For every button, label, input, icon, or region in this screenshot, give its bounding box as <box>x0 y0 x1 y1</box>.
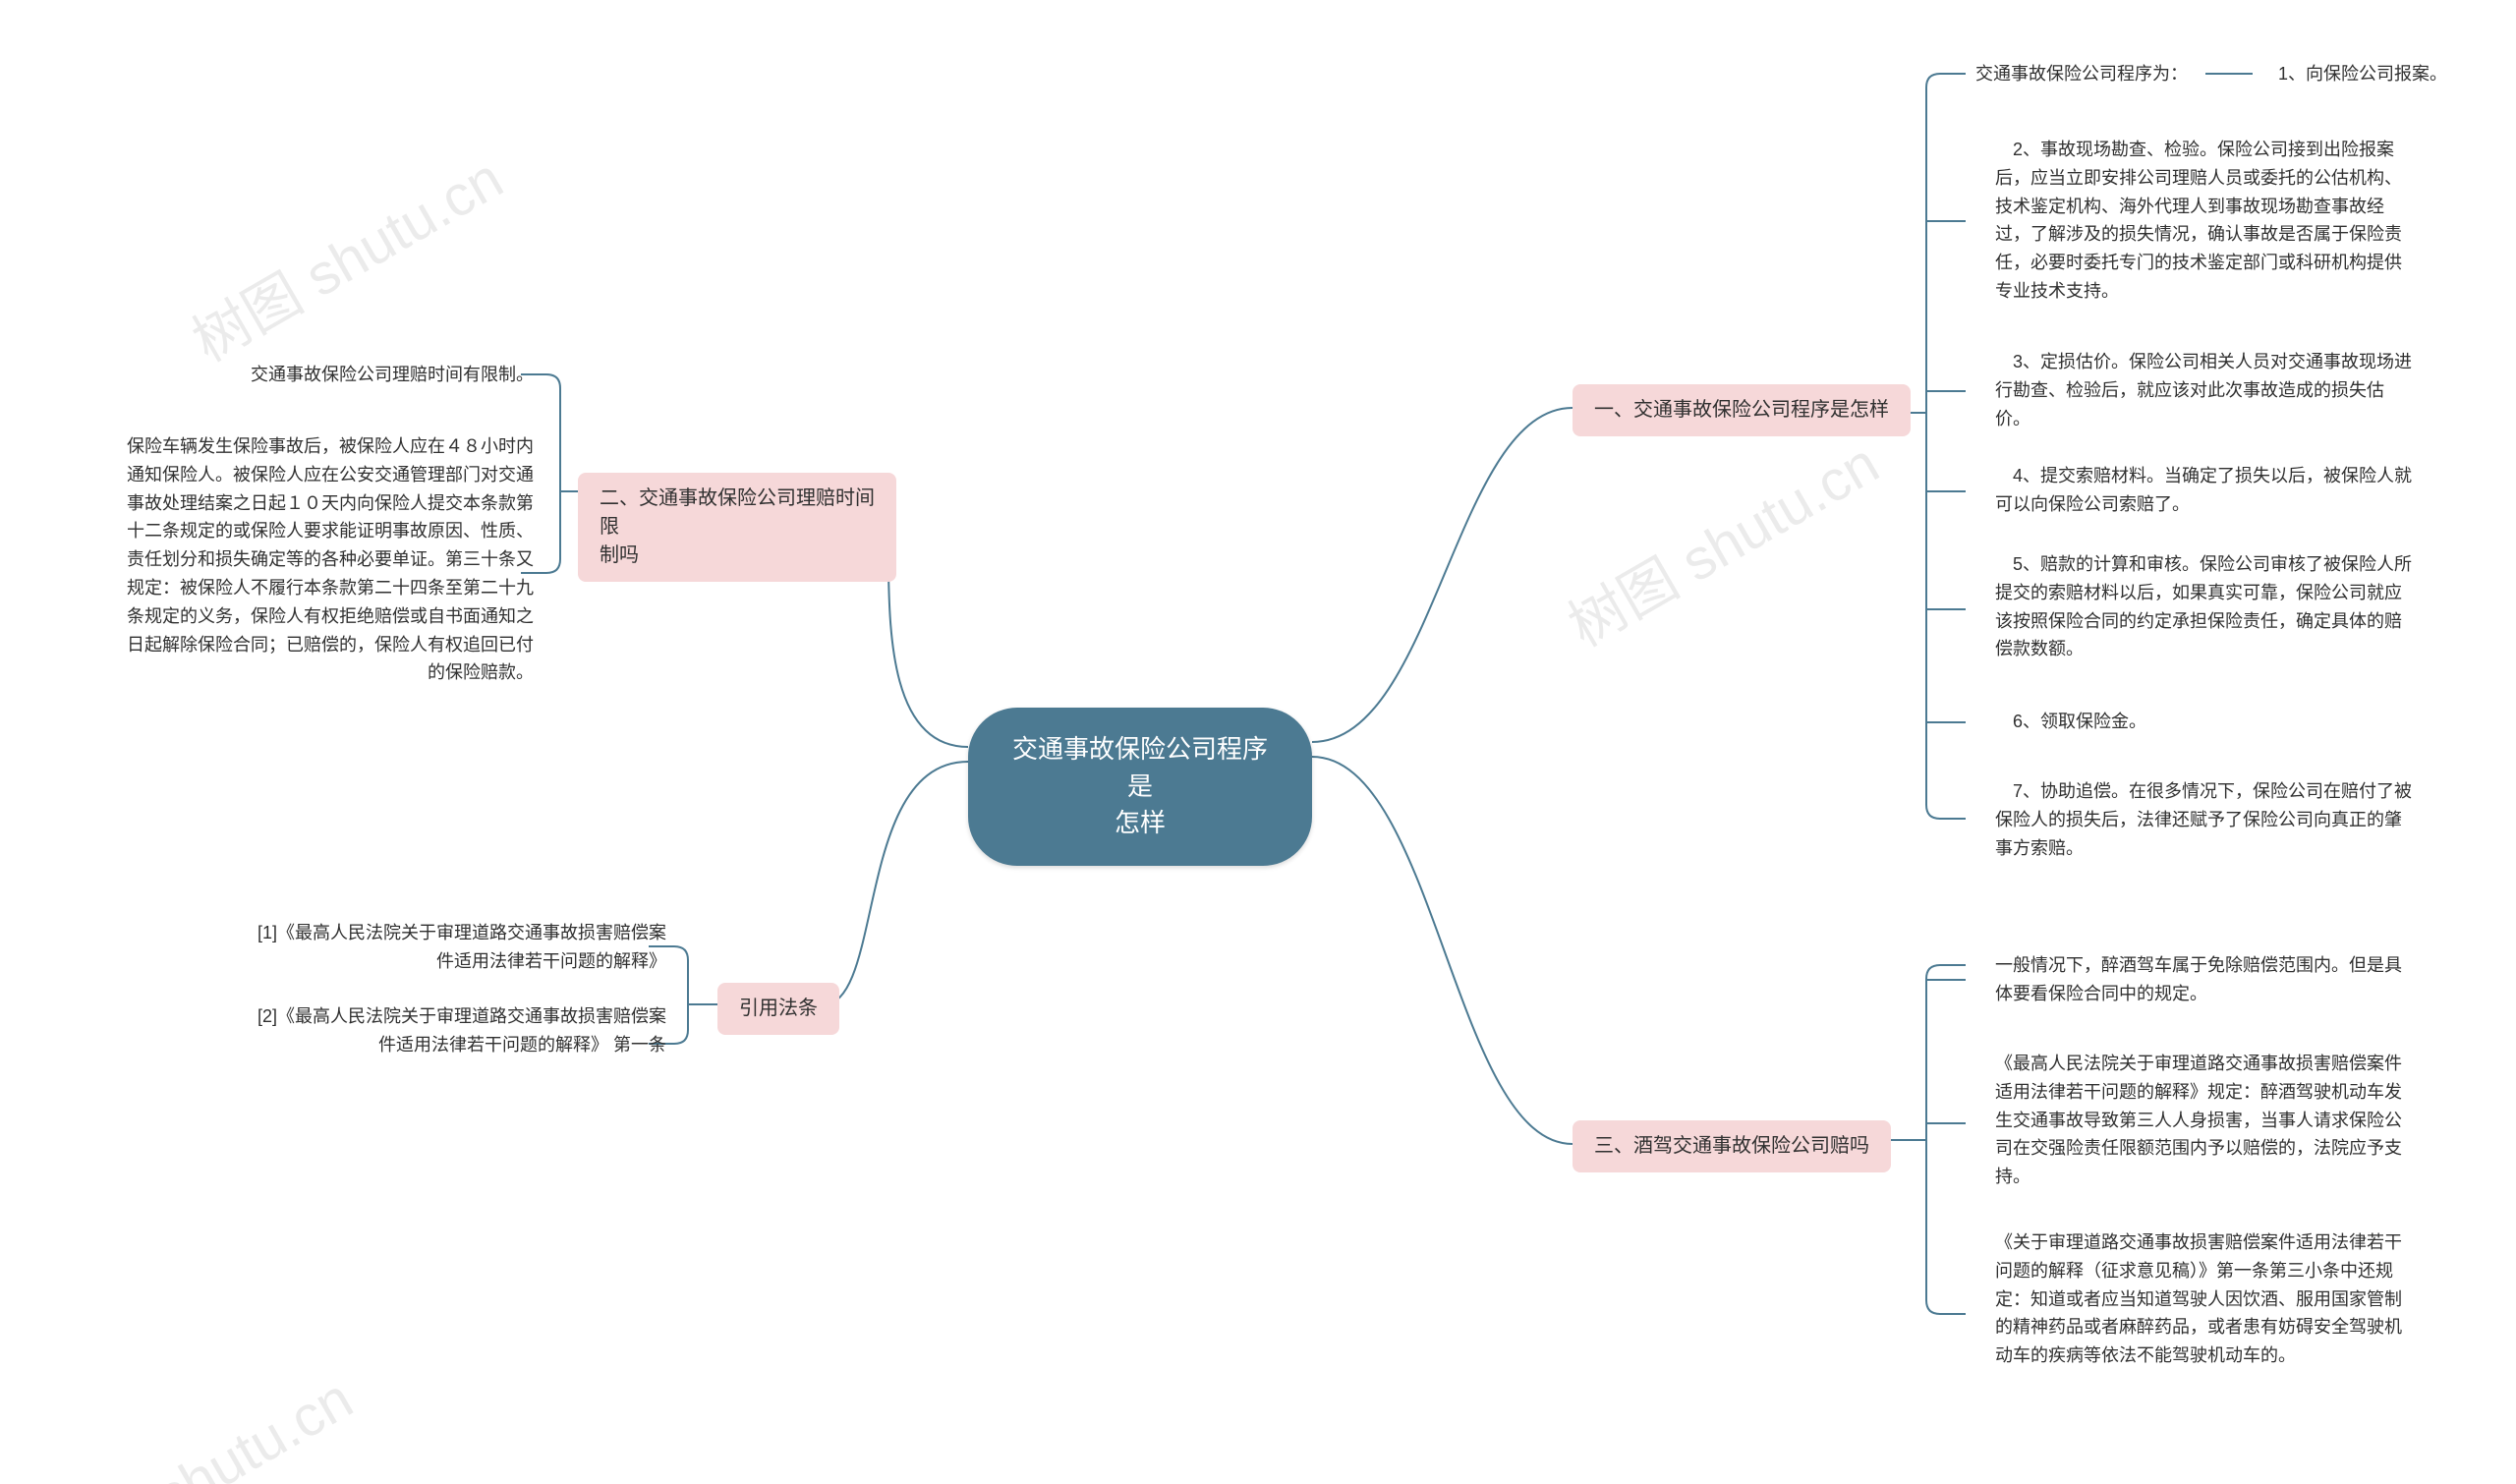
watermark-3: shutu.cn <box>144 1365 364 1484</box>
topic-r2: 三、酒驾交通事故保险公司赔吗 <box>1572 1120 1891 1172</box>
topic-l1: 二、交通事故保险公司理赔时间限 制吗 <box>578 473 896 582</box>
topic-l2: 引用法条 <box>717 983 839 1035</box>
leaf-r2-3: 《关于审理道路交通事故损害赔偿案件适用法律若干问题的解释（征求意见稿）》第一条第… <box>1995 1228 2418 1370</box>
leaf-l2-2: [2]《最高人民法院关于审理道路交通事故损害赔偿案件适用法律若干问题的解释》 第… <box>244 1002 666 1059</box>
leaf-l2-1: [1]《最高人民法院关于审理道路交通事故损害赔偿案件适用法律若干问题的解释》 <box>244 919 666 976</box>
leaf-r1-5: 5、赔款的计算和审核。保险公司审核了被保险人所提交的索赔材料以后，如果真实可靠，… <box>1995 550 2418 663</box>
central-line2: 怎样 <box>1115 808 1166 837</box>
topic-r1: 一、交通事故保险公司程序是怎样 <box>1572 384 1911 436</box>
central-node: 交通事故保险公司程序是 怎样 <box>968 708 1312 866</box>
leaf-l1-2: 保险车辆发生保险事故后，被保险人应在４８小时内通知保险人。被保险人应在公安交通管… <box>111 432 534 687</box>
leaf-r1-2: 2、事故现场勘查、检验。保险公司接到出险报案后，应当立即安排公司理赔人员或委托的… <box>1995 136 2418 306</box>
leaf-r1-7: 7、协助追偿。在很多情况下，保险公司在赔付了被保险人的损失后，法律还赋予了保险公… <box>1995 777 2418 862</box>
topic-r2-label: 三、酒驾交通事故保险公司赔吗 <box>1594 1135 1869 1157</box>
leaf-r1-3: 3、定损估价。保险公司相关人员对交通事故现场进行勘查、检验后，就应该对此次事故造… <box>1995 348 2418 432</box>
leaf-l1-1: 交通事故保险公司理赔时间有限制。 <box>111 361 534 389</box>
topic-l1-line2: 制吗 <box>600 544 639 566</box>
leaf-r1-1b: 1、向保险公司报案。 <box>2260 60 2467 88</box>
central-line1: 交通事故保险公司程序是 <box>1012 734 1268 801</box>
watermark-1: 树图 shutu.cn <box>175 134 515 377</box>
topic-l1-line1: 二、交通事故保险公司理赔时间限 <box>600 487 875 538</box>
leaf-r1-4: 4、提交索赔材料。当确定了损失以后，被保险人就可以向保险公司索赔了。 <box>1995 462 2418 519</box>
leaf-r2-2: 《最高人民法院关于审理道路交通事故损害赔偿案件适用法律若干问题的解释》规定：醉酒… <box>1995 1050 2418 1191</box>
topic-l2-label: 引用法条 <box>739 998 818 1019</box>
leaf-r1-1a: 交通事故保险公司程序为： <box>1975 60 2202 88</box>
leaf-r1-6: 6、领取保险金。 <box>1995 708 2418 736</box>
leaf-r2-1: 一般情况下，醉酒驾车属于免除赔偿范围内。但是具体要看保险合同中的规定。 <box>1995 951 2418 1008</box>
watermark-2: 树图 shutu.cn <box>1551 419 1891 662</box>
topic-r1-label: 一、交通事故保险公司程序是怎样 <box>1594 399 1889 421</box>
